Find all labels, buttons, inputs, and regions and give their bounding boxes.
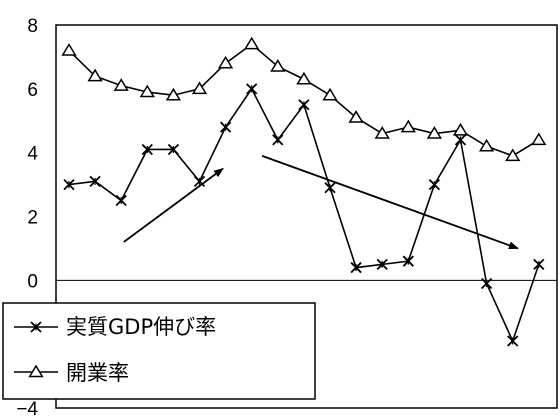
- series-line: [68, 43, 540, 157]
- legend-box: [2, 302, 316, 400]
- y-tick-label: −4: [16, 399, 38, 416]
- legend-label-kaigyo: 開業率: [66, 361, 129, 385]
- y-tick-label: 6: [27, 80, 38, 101]
- legend-x-marker: [30, 321, 42, 333]
- x-point: [324, 182, 336, 194]
- x-point: [115, 194, 127, 207]
- triangle-point: [505, 148, 521, 162]
- y-tick-label: 2: [27, 208, 38, 229]
- triangle-point: [296, 71, 312, 85]
- triangle-point: [348, 110, 364, 123]
- triangle-point: [191, 81, 208, 95]
- trend-arrow: [261, 155, 519, 250]
- x-point: [141, 143, 153, 156]
- x-point: [219, 121, 232, 133]
- y-tick-label: 8: [27, 16, 38, 37]
- legend-label-gdp: 実質GDP伸び率: [66, 315, 216, 339]
- x-point: [533, 258, 545, 271]
- series-kaigyo: [61, 36, 547, 162]
- x-point: [89, 175, 101, 188]
- x-point: [193, 175, 206, 188]
- triangle-point: [165, 87, 182, 101]
- annotation-arrows: [123, 155, 519, 250]
- triangle-point: [426, 126, 443, 139]
- series-layer: [61, 36, 547, 347]
- x-point: [480, 277, 493, 290]
- legend-triangle-marker: [28, 364, 44, 378]
- x-point: [454, 134, 467, 146]
- triangle-point: [478, 138, 495, 152]
- y-tick-label: 0: [27, 271, 38, 292]
- x-point: [167, 143, 180, 156]
- plot-area-frame: [55, 24, 558, 409]
- triangle-point: [531, 132, 547, 146]
- triangle-point: [322, 87, 338, 101]
- triangle-point: [452, 122, 469, 136]
- x-point: [376, 258, 388, 271]
- trend-arrow: [123, 167, 224, 243]
- series-gdp: [63, 83, 545, 347]
- triangle-point: [113, 78, 129, 91]
- triangle-point: [61, 43, 77, 56]
- x-point: [63, 178, 75, 191]
- triangle-point: [217, 55, 234, 69]
- legend-entry-gdp: 実質GDP伸び率: [14, 315, 216, 339]
- x-point: [272, 134, 284, 146]
- x-point: [402, 255, 414, 267]
- x-point: [246, 83, 258, 95]
- triangle-point: [139, 84, 155, 98]
- triangle-point: [87, 68, 103, 82]
- triangle-point: [270, 59, 286, 72]
- x-point: [507, 335, 519, 347]
- y-tick-label: 4: [27, 144, 38, 165]
- x-point: [428, 178, 441, 191]
- triangle-point: [400, 119, 416, 133]
- triangle-point: [374, 126, 390, 139]
- legend-entry-kaigyo: 開業率: [14, 361, 129, 385]
- x-point: [298, 99, 310, 111]
- triangle-point: [244, 36, 260, 50]
- x-point: [350, 261, 362, 274]
- legend: 実質GDP伸び率 開業率: [2, 302, 316, 400]
